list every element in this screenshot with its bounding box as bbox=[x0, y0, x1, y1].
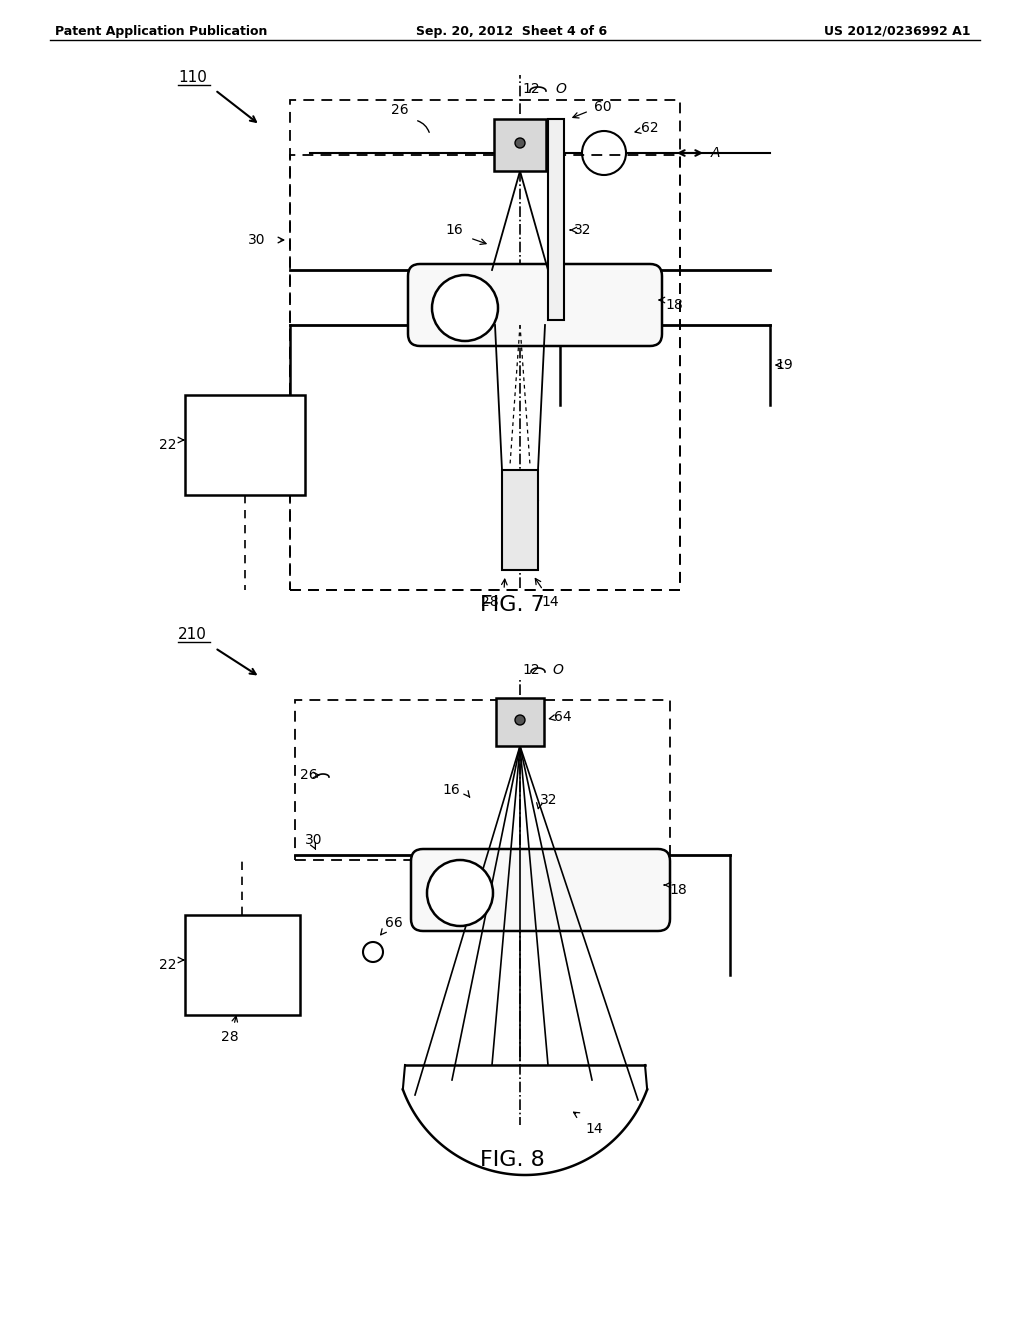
Text: 32: 32 bbox=[540, 793, 557, 807]
Circle shape bbox=[427, 861, 493, 927]
Bar bbox=[290, 100, 680, 590]
Circle shape bbox=[515, 139, 525, 148]
Text: 18: 18 bbox=[669, 883, 687, 898]
FancyBboxPatch shape bbox=[408, 264, 662, 346]
Bar bbox=[185, 915, 300, 1015]
Text: FIG. 8: FIG. 8 bbox=[479, 1150, 545, 1170]
Text: US 2012/0236992 A1: US 2012/0236992 A1 bbox=[823, 25, 970, 38]
Text: 64: 64 bbox=[554, 710, 571, 723]
Text: 60: 60 bbox=[594, 100, 611, 114]
Text: 210: 210 bbox=[178, 627, 207, 642]
Text: 19: 19 bbox=[775, 358, 793, 372]
Text: 12: 12 bbox=[522, 663, 540, 677]
Text: 30: 30 bbox=[248, 234, 265, 247]
Text: 30: 30 bbox=[305, 833, 323, 847]
Bar bbox=[494, 119, 546, 172]
Circle shape bbox=[515, 715, 525, 725]
Text: Sep. 20, 2012  Sheet 4 of 6: Sep. 20, 2012 Sheet 4 of 6 bbox=[417, 25, 607, 38]
Text: 12: 12 bbox=[522, 82, 540, 96]
Text: 14: 14 bbox=[585, 1122, 603, 1137]
Text: 66: 66 bbox=[385, 916, 402, 931]
FancyBboxPatch shape bbox=[411, 849, 670, 931]
Text: O: O bbox=[555, 82, 566, 96]
Text: 16: 16 bbox=[445, 223, 463, 238]
Text: 14: 14 bbox=[542, 595, 559, 609]
Text: 16: 16 bbox=[442, 783, 460, 797]
Text: A: A bbox=[711, 147, 721, 160]
Text: 26: 26 bbox=[391, 103, 409, 117]
Bar bbox=[295, 700, 670, 861]
Text: 22: 22 bbox=[160, 438, 177, 451]
Bar bbox=[502, 470, 538, 570]
Bar bbox=[496, 698, 544, 746]
Text: 32: 32 bbox=[574, 223, 592, 238]
Text: 110: 110 bbox=[178, 70, 207, 84]
Text: 28: 28 bbox=[481, 595, 499, 609]
Bar bbox=[548, 119, 564, 319]
Text: 28: 28 bbox=[221, 1030, 239, 1044]
Text: FIG. 7: FIG. 7 bbox=[479, 595, 545, 615]
Text: 18: 18 bbox=[665, 298, 683, 312]
Text: 62: 62 bbox=[641, 121, 658, 135]
Bar bbox=[185, 395, 305, 495]
Text: O: O bbox=[552, 663, 563, 677]
Text: 22: 22 bbox=[160, 958, 177, 972]
Circle shape bbox=[432, 275, 498, 341]
Text: 26: 26 bbox=[300, 768, 318, 781]
Bar bbox=[290, 154, 680, 590]
Text: Patent Application Publication: Patent Application Publication bbox=[55, 25, 267, 38]
Circle shape bbox=[362, 942, 383, 962]
